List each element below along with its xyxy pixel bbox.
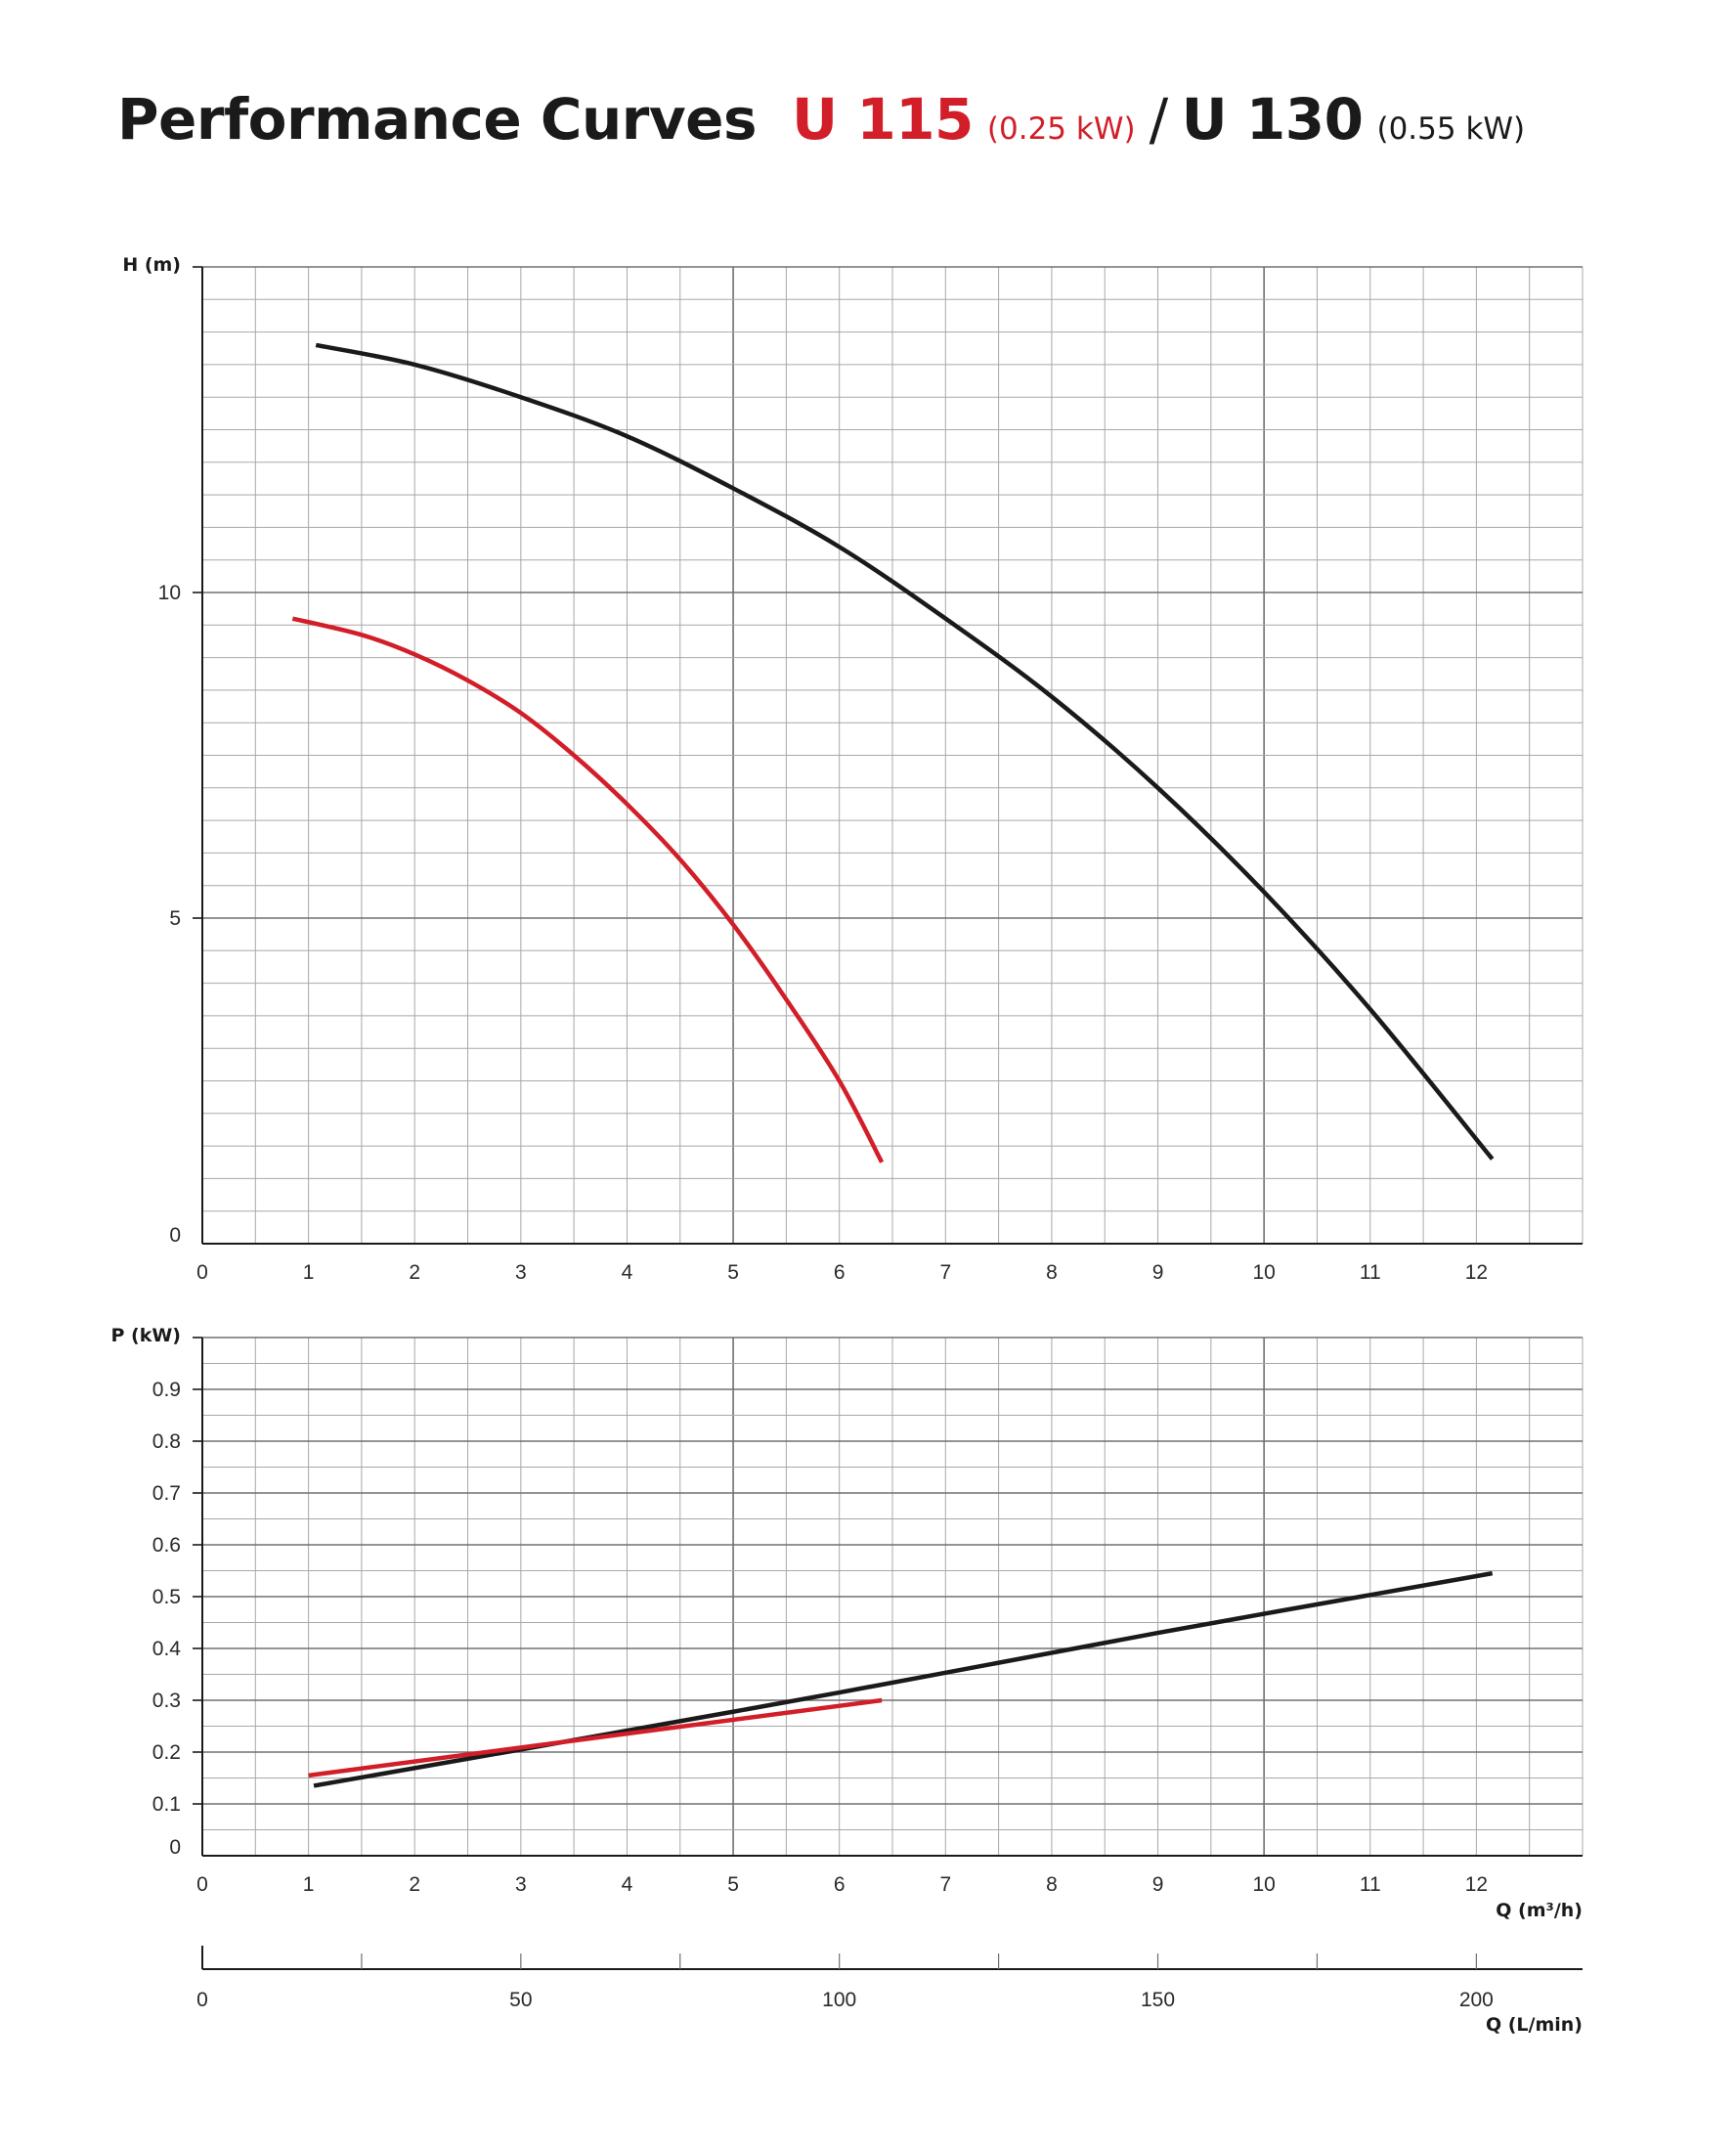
head-chart-x-tick-label: 11 <box>1360 1261 1381 1284</box>
power-chart-series-u-130 <box>313 1570 1494 1788</box>
model-u130-power: (0.55 kW) <box>1376 111 1526 147</box>
head-chart-x-tick-label: 5 <box>727 1261 739 1284</box>
model-u115-power: (0.25 kW) <box>986 111 1136 147</box>
power-chart-x-tick-label: 3 <box>515 1873 527 1896</box>
head-chart-x-tick-label: 9 <box>1152 1261 1164 1284</box>
power-chart-y-tick-label: 0.3 <box>152 1690 181 1712</box>
power-chart-x-tick-label: 12 <box>1465 1873 1488 1896</box>
power-chart-x-tick-label: 7 <box>939 1873 951 1896</box>
lmin-axis-tick-label: 150 <box>1141 1989 1175 2011</box>
head-chart-x-tick-label: 6 <box>834 1261 846 1284</box>
power-chart-x-tick-label: 8 <box>1046 1873 1058 1896</box>
title-text: Performance Curves <box>117 86 758 153</box>
power-chart-y-tick-label: 0.4 <box>152 1638 182 1660</box>
lmin-axis-label: Q (L/min) <box>1486 2014 1583 2036</box>
chart-title: Performance Curves U 115 (0.25 kW) / U 130 (0… <box>117 86 1525 164</box>
head-chart-x-tick-label: 4 <box>622 1261 633 1284</box>
power-chart-y-axis-label: P (kW) <box>110 1325 181 1346</box>
head-chart-x-tick-label: 2 <box>409 1261 420 1284</box>
head-chart-x-tick-label: 8 <box>1046 1261 1058 1284</box>
power-chart-y-tick-label: 0.8 <box>152 1430 181 1453</box>
power-chart-x-tick-label: 4 <box>622 1873 633 1896</box>
power-chart-x-tick-label: 2 <box>409 1873 420 1896</box>
power-chart-x-tick-label: 9 <box>1152 1873 1164 1896</box>
head-chart-x-tick-label: 7 <box>939 1261 951 1284</box>
lmin-axis-tick-label: 200 <box>1459 1989 1494 2011</box>
head-chart-x-tick-label: 12 <box>1465 1261 1488 1284</box>
head-chart-x-tick-label: 1 <box>303 1261 315 1284</box>
power-chart-x-tick-label: 0 <box>196 1873 208 1896</box>
head-chart-y-tick-label: 5 <box>169 907 181 930</box>
power-chart-x-tick-label: 6 <box>834 1873 846 1896</box>
power-chart-x-tick-label: 10 <box>1252 1873 1275 1896</box>
head-chart-series-u-115 <box>291 616 885 1163</box>
power-chart-y-tick-label: 0.6 <box>152 1534 181 1557</box>
head-chart-series-u-130 <box>315 342 1495 1161</box>
lmin-axis-tick-label: 50 <box>509 1989 532 2011</box>
head-chart-x-tick-label: 10 <box>1252 1261 1275 1284</box>
power-chart-series-u-115 <box>308 1697 883 1778</box>
power-chart-x-tick-label: 11 <box>1360 1873 1381 1896</box>
power-chart-y-tick-label: 0.1 <box>152 1793 181 1816</box>
power-chart-x-tick-label: 5 <box>727 1873 739 1896</box>
power-chart-y-tick-label: 0.7 <box>152 1482 181 1505</box>
model-u130-label: U 130 <box>1181 86 1364 153</box>
lmin-axis-tick-label: 100 <box>822 1989 856 2011</box>
power-chart-y-tick-label: 0.9 <box>152 1379 181 1401</box>
power-chart-y-tick-label: 0.5 <box>152 1586 181 1608</box>
head-chart-y-axis-label: H (m) <box>122 254 181 276</box>
power-chart-y-tick-label: 0.2 <box>152 1741 181 1764</box>
head-chart-y-tick-label: 0 <box>169 1224 181 1247</box>
lmin-axis-tick-label: 0 <box>196 1989 208 2011</box>
model-u115-label: U 115 <box>792 86 974 153</box>
power-chart-x-tick-label: 1 <box>303 1873 315 1896</box>
title-separator: / <box>1149 86 1169 153</box>
head-chart-x-tick-label: 3 <box>515 1261 527 1284</box>
head-chart-x-tick-label: 0 <box>196 1261 208 1284</box>
power-chart-x-axis-label: Q (m³/h) <box>1496 1900 1583 1921</box>
power-chart-y-tick-label: 0 <box>169 1836 181 1859</box>
head-chart-y-tick-label: 10 <box>158 582 181 604</box>
